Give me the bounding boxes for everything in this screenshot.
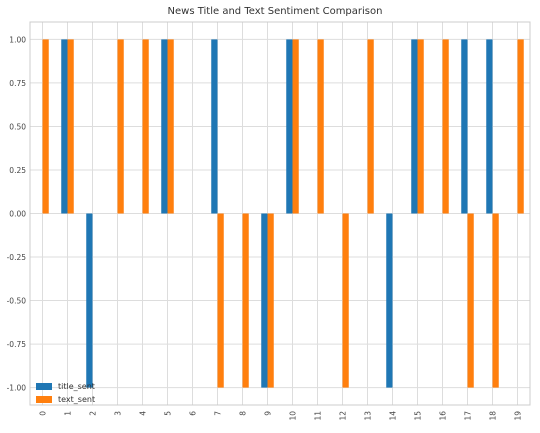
x-tick-label: 1 [64, 411, 73, 416]
bar-title-sent [386, 213, 393, 388]
x-tick-label: 10 [289, 411, 298, 421]
bar-text-sent [292, 39, 299, 214]
bar-text-sent [317, 39, 324, 214]
bar-text-sent [117, 39, 124, 214]
y-tick-label: 0.75 [9, 79, 26, 88]
bar-title-sent [486, 39, 493, 214]
bar-title-sent [86, 213, 93, 388]
x-tick-label: 19 [514, 411, 523, 421]
y-tick-label: 1.00 [9, 35, 26, 44]
bar-text-sent [242, 213, 249, 388]
x-tick-label: 12 [339, 411, 348, 421]
x-tick-label: 11 [314, 411, 323, 421]
x-tick-label: 8 [239, 411, 248, 416]
y-tick-label: -0.25 [7, 253, 27, 262]
y-tick-label: -0.50 [7, 297, 27, 306]
x-tick-label: 2 [89, 411, 98, 416]
bar-text-sent [267, 213, 274, 388]
x-tick-label: 14 [389, 411, 398, 421]
bar-text-sent [217, 213, 224, 388]
bar-title-sent [461, 39, 468, 214]
legend-swatch-text-sent [36, 396, 52, 403]
legend-label-title-sent: title_sent [58, 382, 95, 391]
x-tick-label: 15 [414, 411, 423, 421]
bar-text-sent [517, 39, 524, 214]
bar-text-sent [417, 39, 424, 214]
x-axis-ticks: 0 1 2 3 4 5 6 7 8 9 10 11 12 13 14 15 16 17 18 19 [39, 411, 523, 421]
bar-text-sent [342, 213, 349, 388]
bar-title-sent [61, 39, 68, 214]
y-tick-label: 0.50 [9, 122, 26, 131]
bar-text-sent [67, 39, 74, 214]
x-tick-label: 3 [114, 411, 123, 416]
bar-text-sent [167, 39, 174, 214]
x-tick-label: 5 [164, 411, 173, 416]
y-tick-label: -1.00 [7, 384, 27, 393]
x-tick-label: 4 [139, 411, 148, 416]
bar-text-sent [492, 213, 499, 388]
plot-frame [29, 21, 531, 406]
bar-text-sent [42, 39, 49, 214]
grid-layer [30, 22, 530, 405]
y-tick-label: 0.25 [9, 166, 26, 175]
bar-text-sent [367, 39, 374, 214]
x-tick-label: 16 [439, 411, 448, 421]
y-tick-label: -0.75 [7, 340, 27, 349]
bar-title-sent [211, 39, 218, 214]
bar-text-sent [467, 213, 474, 388]
x-tick-label: 0 [39, 411, 48, 416]
x-tick-label: 17 [464, 411, 473, 421]
y-tick-label: 0.00 [9, 210, 26, 219]
legend: title_sent text_sent [36, 381, 116, 407]
y-axis-ticks: -1.00 -0.75 -0.50 -0.25 0.00 0.25 0.50 0.75 1.00 [7, 35, 27, 392]
bar-text-sent [142, 39, 149, 214]
bar-text-sent [442, 39, 449, 214]
bar-title-sent [286, 39, 293, 214]
chart-title: News Title and Text Sentiment Comparison [168, 6, 383, 17]
x-tick-label: 13 [364, 411, 373, 421]
x-tick-label: 9 [264, 411, 273, 416]
legend-swatch-title-sent [36, 383, 52, 390]
bar-title-sent [161, 39, 168, 214]
bar-title-sent [261, 213, 268, 388]
x-tick-label: 6 [189, 411, 198, 416]
x-tick-label: 18 [489, 411, 498, 421]
bars-layer [42, 39, 524, 388]
legend-label-text-sent: text_sent [58, 395, 96, 404]
bar-title-sent [411, 39, 418, 214]
x-tick-label: 7 [214, 411, 223, 416]
